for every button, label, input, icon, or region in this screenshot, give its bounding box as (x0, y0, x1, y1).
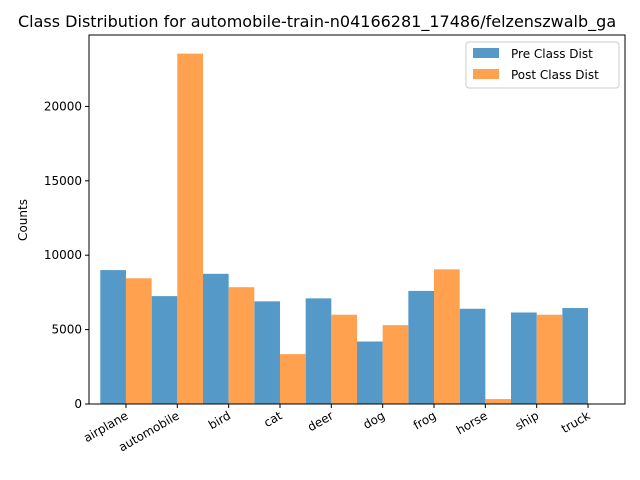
x-tick-label-cat: cat (261, 408, 284, 430)
y-tick-label: 5000 (51, 323, 82, 337)
bar-pre-automobile (151, 296, 178, 404)
bar-pre-truck (562, 308, 589, 404)
y-tick-label: 15000 (44, 174, 82, 188)
bar-pre-horse (459, 308, 486, 404)
y-axis-label: Counts (16, 199, 30, 241)
bar-pre-dog (357, 341, 383, 404)
x-tick-label-ship: ship (513, 408, 541, 433)
legend-swatch-pre (473, 48, 499, 58)
legend: Pre Class Dist Post Class Dist (465, 41, 620, 89)
bar-post-cat (279, 354, 306, 404)
bar-post-dog (382, 325, 409, 404)
legend-box (465, 41, 620, 89)
legend-label-pre: Pre Class Dist (511, 47, 593, 61)
x-tick-label-frog: frog (411, 408, 439, 432)
plot-frame (88, 34, 626, 405)
bar-pre-airplane (100, 270, 126, 404)
bar-pre-cat (254, 301, 280, 404)
y-tick-label: 10000 (44, 248, 82, 262)
bar-pre-bird (202, 273, 229, 404)
x-tick-label-horse: horse (454, 408, 490, 437)
x-tick-label-deer: deer (305, 408, 336, 434)
bar-post-airplane (125, 278, 152, 404)
bar-pre-frog (408, 290, 435, 404)
bars-group (100, 53, 589, 405)
chart-title: Class Distribution for automobile-train-… (18, 12, 616, 32)
legend-swatch-post (473, 69, 499, 79)
legend-label-post: Post Class Dist (511, 68, 599, 82)
bar-post-horse (485, 399, 512, 404)
bar-post-ship (536, 314, 563, 404)
bar-pre-deer (305, 298, 332, 404)
bar-post-bird (228, 287, 255, 404)
bar-post-deer (331, 314, 357, 404)
bar-pre-ship (511, 312, 537, 404)
x-tick-label-bird: bird (206, 408, 233, 432)
x-tick-label-truck: truck (559, 408, 593, 436)
y-tick-label: 0 (74, 397, 82, 411)
bar-post-frog (434, 269, 460, 404)
y-axis-ticks: 0 5000 10000 15000 20000 (44, 99, 89, 411)
x-tick-label-dog: dog (361, 408, 388, 431)
y-tick-label: 20000 (44, 99, 82, 113)
bar-post-automobile (177, 53, 203, 405)
